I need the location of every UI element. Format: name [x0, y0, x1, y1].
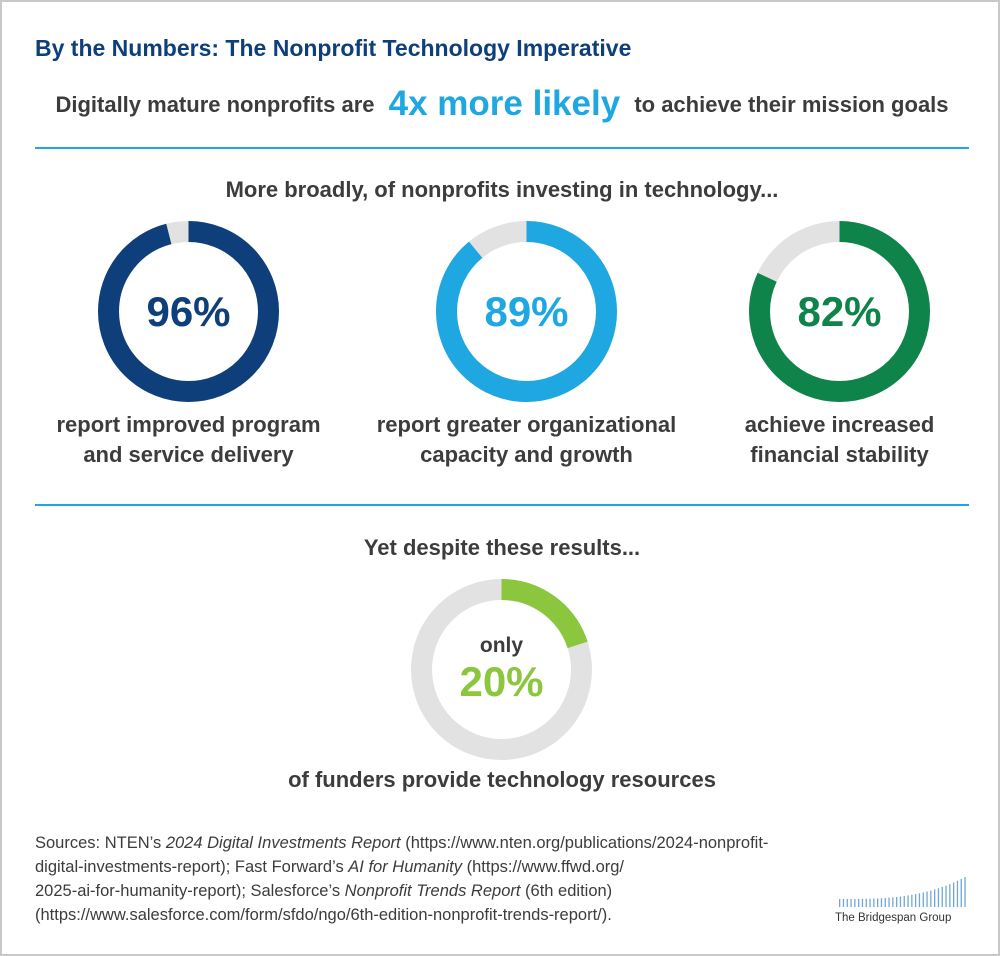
donut-value-arc [411, 579, 592, 760]
sources-line: (https://www.salesforce.com/form/sfdo/ng… [35, 906, 612, 924]
donut-value-label: 82% [797, 287, 882, 335]
sources-text: Sources: NTEN’s 2024 Digital Investments… [35, 831, 955, 927]
headline-before: Digitally mature nonprofits are [55, 92, 375, 117]
caption-line: of funders provide technology resources [288, 767, 716, 792]
sources-text-part: (https://www.ffwd.org/ [462, 858, 625, 876]
sources-report-title: 2024 Digital Investments Report [165, 834, 401, 852]
headline: Digitally mature nonprofits are 4x more … [2, 84, 1000, 124]
logo-bar [877, 898, 879, 907]
logo-bar [915, 894, 917, 907]
logo-bar [911, 894, 913, 907]
sources-text-part: (6th edition) [520, 882, 613, 900]
sources-text-part: 2025-ai-for-humanity-report); Salesforce… [35, 882, 345, 900]
logo-bar [880, 898, 883, 907]
sources-report-title: AI for Humanity [348, 858, 463, 876]
logo-bar [842, 898, 845, 907]
logo-bar [922, 892, 924, 907]
caption-line: capacity and growth [420, 442, 633, 467]
caption-line: report greater organizational [376, 412, 677, 437]
section-label-investing: More broadly, of nonprofits investing in… [225, 177, 779, 202]
logo-bar [850, 898, 852, 907]
divider-middle [35, 504, 969, 506]
logo-bar [884, 897, 886, 907]
logo-bar [873, 898, 875, 907]
donut-value-arc [436, 221, 617, 402]
caption-line: financial stability [750, 442, 929, 467]
caption-financial-stability: achieve increased financial stability [682, 410, 997, 470]
caption-line: and service delivery [83, 442, 294, 467]
donut-chart-capacity-growth: 89% [435, 220, 618, 403]
headline-after: to achieve their mission goals [634, 92, 949, 117]
donut-chart-funders: only 20% [410, 578, 593, 761]
caption-line: report improved program [56, 412, 321, 437]
logo-bar [892, 897, 894, 907]
page-title: By the Numbers: The Nonprofit Technology… [35, 35, 632, 61]
divider-top [35, 147, 969, 149]
donut-svg [436, 221, 617, 402]
section-label-despite: Yet despite these results... [363, 535, 641, 560]
logo-bar [956, 880, 959, 907]
logo-bar [964, 877, 966, 907]
logo-bar [953, 882, 955, 907]
donut-center: 82% [748, 220, 931, 403]
logo-bar [960, 878, 962, 907]
sources-text-part: digital-investments-report); Fast Forwar… [35, 858, 349, 876]
donut-chart-program-delivery: 96% [97, 220, 280, 403]
logo-bar [896, 896, 898, 907]
logo-bars-icon [839, 877, 966, 907]
caption-capacity-growth: report greater organizational capacity a… [340, 410, 713, 470]
donut-value-label: 89% [484, 287, 569, 335]
logo-bar [869, 898, 871, 907]
donut-center: 96% [97, 220, 280, 403]
donut-center: 89% [435, 220, 618, 403]
logo-bar [918, 893, 921, 907]
logo-bar [945, 885, 947, 907]
donut-value-label: 20% [459, 657, 544, 705]
logo-bar [846, 898, 848, 907]
donut-svg [749, 221, 930, 402]
donut-center: only 20% [410, 578, 593, 761]
logo-bar [907, 895, 909, 907]
logo-bar [839, 899, 841, 907]
logo-bar [888, 897, 890, 907]
logo-bar [854, 898, 856, 907]
donut-svg [411, 579, 592, 760]
logo-bar [858, 898, 860, 907]
caption-funders: of funders provide technology resources [2, 765, 1000, 795]
caption-program-delivery: report improved program and service deli… [2, 410, 375, 470]
logo-bar [899, 896, 902, 907]
donut-prefix-label: only [479, 633, 524, 657]
logo-bar [941, 886, 943, 907]
donut-value-arc [749, 221, 930, 402]
logo-bar [937, 888, 940, 907]
sources-report-title: Nonprofit Trends Report [344, 882, 521, 900]
caption-line: achieve increased [744, 412, 935, 437]
donut-value-label: 96% [146, 287, 231, 335]
logo-bar [861, 898, 864, 907]
sources-line: Sources: NTEN’s 2024 Digital Investments… [35, 831, 955, 855]
sources-text-part: Sources: NTEN’s [35, 834, 166, 852]
logo-bar [903, 895, 905, 907]
logo-bar [865, 898, 867, 907]
logo-bar [934, 889, 936, 907]
logo-text: The Bridgespan Group [835, 912, 952, 924]
logo-bar [949, 884, 951, 907]
bridgespan-logo-icon: The Bridgespan Group [835, 877, 970, 929]
sources-line: digital-investments-report); Fast Forwar… [35, 855, 955, 879]
logo-bar [930, 890, 932, 907]
donut-chart-financial-stability: 82% [748, 220, 931, 403]
sources-line: 2025-ai-for-humanity-report); Salesforce… [35, 879, 955, 903]
donut-svg [98, 221, 279, 402]
donut-value-arc [98, 221, 279, 402]
headline-emphasis: 4x more likely [388, 84, 621, 123]
sources-text-part: (https://www.nten.org/publications/2024-… [400, 834, 769, 852]
logo-bar [926, 891, 928, 907]
